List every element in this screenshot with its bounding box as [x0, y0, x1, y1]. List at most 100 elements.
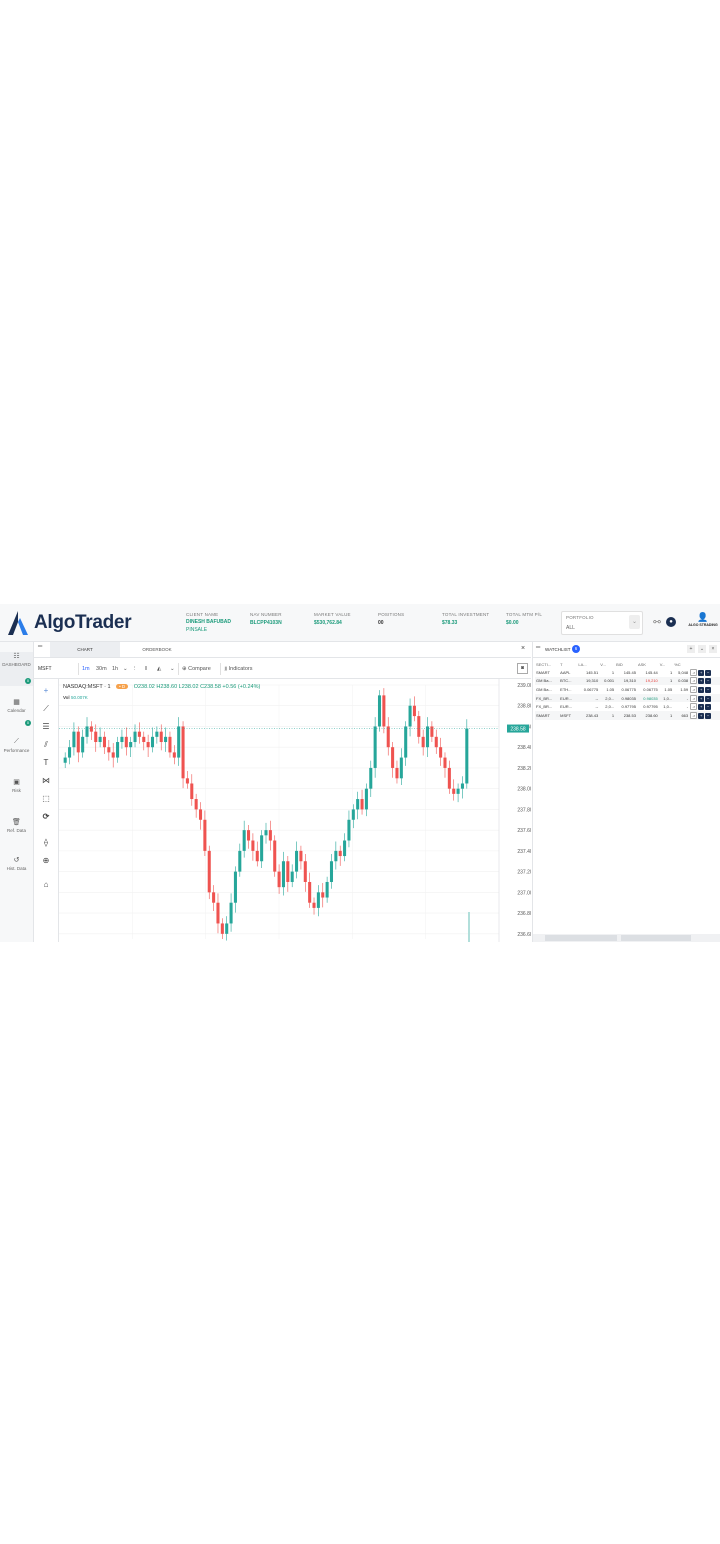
watchlist-cell-ask: 0.98035 — [636, 693, 659, 703]
chart-icon[interactable]: ⩘ — [690, 677, 698, 685]
interval-1m[interactable]: 1m — [82, 666, 90, 672]
user-menu[interactable]: 👤 ALGO STRADING — [686, 612, 720, 627]
close-icon[interactable]: × — [709, 645, 717, 653]
sell-icon[interactable]: − — [705, 695, 712, 702]
watchlist-cell-bid: 19,310 — [615, 676, 637, 686]
buy-icon[interactable]: + — [698, 678, 705, 685]
sell-icon[interactable]: − — [705, 669, 712, 676]
candle-body — [452, 788, 456, 794]
candles-icon[interactable]: 𝍪 — [145, 666, 147, 672]
column-header[interactable]: T — [560, 661, 563, 667]
compare-label: Compare — [188, 666, 211, 672]
sell-icon[interactable]: − — [705, 712, 712, 719]
add-icon[interactable]: + — [687, 645, 695, 653]
sell-icon[interactable]: − — [705, 686, 712, 693]
column-header[interactable]: V... — [600, 661, 606, 667]
watchlist-row[interactable]: SMART MSFT 238.43 1 238.53 238.60 1 663 ⩘ + − — [535, 710, 720, 720]
buy-icon[interactable]: + — [698, 712, 705, 719]
watchlist-row[interactable]: GM Ba... ETH... 0.06775 1.05 0.06775 0.06775 1… — [535, 685, 720, 694]
watchlist-scrollbar[interactable] — [533, 934, 720, 942]
candle-body — [308, 881, 312, 903]
sidebar-item-ref-data[interactable]: 🗑 Ref. Data — [0, 818, 33, 833]
chevron-down-icon[interactable]: ⌄ — [629, 615, 640, 629]
notification-icon[interactable]: ● — [666, 617, 676, 627]
sidebar-item-performance[interactable]: ⟋ Performance — [0, 738, 33, 753]
candle-body — [124, 736, 128, 748]
bar-type-icon[interactable]: ⫶ — [134, 666, 136, 672]
column-header[interactable]: ASK — [637, 661, 646, 667]
candlestick-chart[interactable]: 239.00238.80238.60238.40238.20238.00237.… — [59, 679, 533, 942]
area-chart-icon[interactable]: ◭ — [157, 666, 162, 672]
sell-icon[interactable]: − — [705, 678, 712, 685]
column-header[interactable]: LA... — [578, 661, 587, 667]
watchlist-cell-last: 19,310 — [577, 676, 600, 686]
close-icon[interactable]: × — [521, 645, 526, 652]
candle-body — [338, 850, 342, 857]
interval-chevron-down-icon[interactable]: ⌄ — [123, 666, 128, 672]
chart-icon[interactable]: ⩘ — [690, 703, 698, 711]
chart-icon[interactable]: ⩘ — [690, 711, 698, 719]
sidebar-item-dashboard[interactable]: ☷ DASHBOARD 0 — [0, 652, 33, 686]
chart-icon[interactable]: ⩘ — [690, 668, 698, 676]
sidebar-item-risk[interactable]: ▣ Risk — [0, 778, 33, 793]
zoom-in-icon[interactable]: ⊕ — [42, 856, 50, 865]
price-chart[interactable]: 239.00238.80238.60238.40238.20238.00237.… — [59, 679, 533, 942]
candle-body — [102, 736, 107, 748]
candle-body — [137, 731, 141, 737]
portfolio-select[interactable]: PORTFOLIO ALL ⌄ — [561, 611, 643, 635]
measure-icon[interactable]: ⬚ — [42, 794, 50, 803]
sell-icon[interactable]: − — [705, 704, 712, 711]
reset-icon[interactable]: ⟳ — [42, 812, 50, 821]
interval-30m[interactable]: 30m — [96, 666, 107, 672]
y-tick-label: 236.80 — [517, 911, 531, 917]
watchlist-row[interactable]: SMART AAPL 145.51 1 145.45 145.44 1 5,048 ⩘ + − — [535, 668, 720, 677]
text-tool-icon[interactable]: T — [43, 758, 49, 767]
brand-logo[interactable]: AlgoTrader — [6, 610, 132, 636]
tab-chart[interactable]: CHART — [50, 642, 120, 657]
camera-icon[interactable]: ◙ — [517, 663, 528, 674]
buy-icon[interactable]: + — [698, 704, 705, 711]
crosshair-icon[interactable]: + — [43, 686, 49, 695]
watchlist-cell-bid: 0.06775 — [621, 686, 636, 692]
watchlist-cell-ask: 0.97795 — [643, 704, 658, 710]
column-header[interactable]: %C — [674, 661, 681, 667]
tab-orderbook[interactable]: ORDERBOOK — [142, 647, 172, 652]
watchlist-row[interactable]: GM Ba... BTC... 19,310 0.001 19,310 19,210 1 0.… — [535, 676, 720, 686]
hierarchy-icon[interactable]: ⚯ — [653, 617, 661, 627]
indicators-button[interactable]: ⫫ Indicators — [224, 663, 252, 675]
buy-icon[interactable]: + — [698, 669, 705, 676]
scroll-thumb-left[interactable] — [545, 935, 617, 941]
pattern-icon[interactable]: ⋈ — [42, 776, 50, 785]
lock-icon[interactable]: ⌂ — [43, 880, 49, 889]
chart-icon[interactable]: ⩘ — [690, 694, 698, 702]
pitchfork-icon[interactable]: ⫽ — [44, 740, 48, 749]
market-value: $530,762.84 — [314, 620, 342, 626]
menu-icon[interactable]: ═ — [38, 644, 43, 650]
column-header[interactable]: SECTI... — [536, 661, 552, 667]
sidebar-item-hist-data[interactable]: ↺ Hist. Data — [0, 856, 33, 871]
watchlist-row[interactable]: FX_BR... EUR... -- 2,0... 0.97795 0.97795 1,0.… — [535, 702, 720, 711]
candle-body — [281, 861, 285, 888]
row-actions: ⩘ + − — [689, 676, 720, 686]
menu-icon[interactable]: ═ — [536, 645, 541, 651]
column-header[interactable]: V... — [659, 661, 666, 667]
chevron-down-icon[interactable]: ⌄ — [698, 645, 706, 653]
watchlist-cell-sect: FX_BR... — [535, 693, 560, 703]
y-tick-label: 236.60 — [517, 932, 531, 938]
chart-style-chevron-icon[interactable]: ⌄ — [170, 666, 175, 672]
chart-icon[interactable]: ⩘ — [690, 685, 698, 693]
watchlist-cell-last: -- — [577, 693, 600, 703]
sidebar-item-calendar[interactable]: ▦ Calendar 0 — [0, 698, 33, 726]
column-header[interactable]: BID — [616, 661, 623, 667]
interval-1h[interactable]: 1h — [112, 666, 119, 672]
trendline-icon[interactable]: ⟋ — [43, 704, 49, 713]
buy-icon[interactable]: + — [698, 695, 705, 702]
symbol-search-input[interactable] — [38, 663, 74, 675]
scroll-thumb-right[interactable] — [621, 935, 691, 941]
horizontal-lines-icon[interactable]: ☰ — [42, 722, 50, 731]
candle-body — [356, 799, 360, 810]
watchlist-row[interactable]: FX_BR... EUR... -- 2,0... 0.98035 0.98035 1,0.… — [535, 693, 720, 703]
buy-icon[interactable]: + — [698, 686, 705, 693]
ruler-icon[interactable]: ⟠ — [44, 838, 48, 847]
compare-button[interactable]: ⊕ Compare — [182, 663, 211, 675]
